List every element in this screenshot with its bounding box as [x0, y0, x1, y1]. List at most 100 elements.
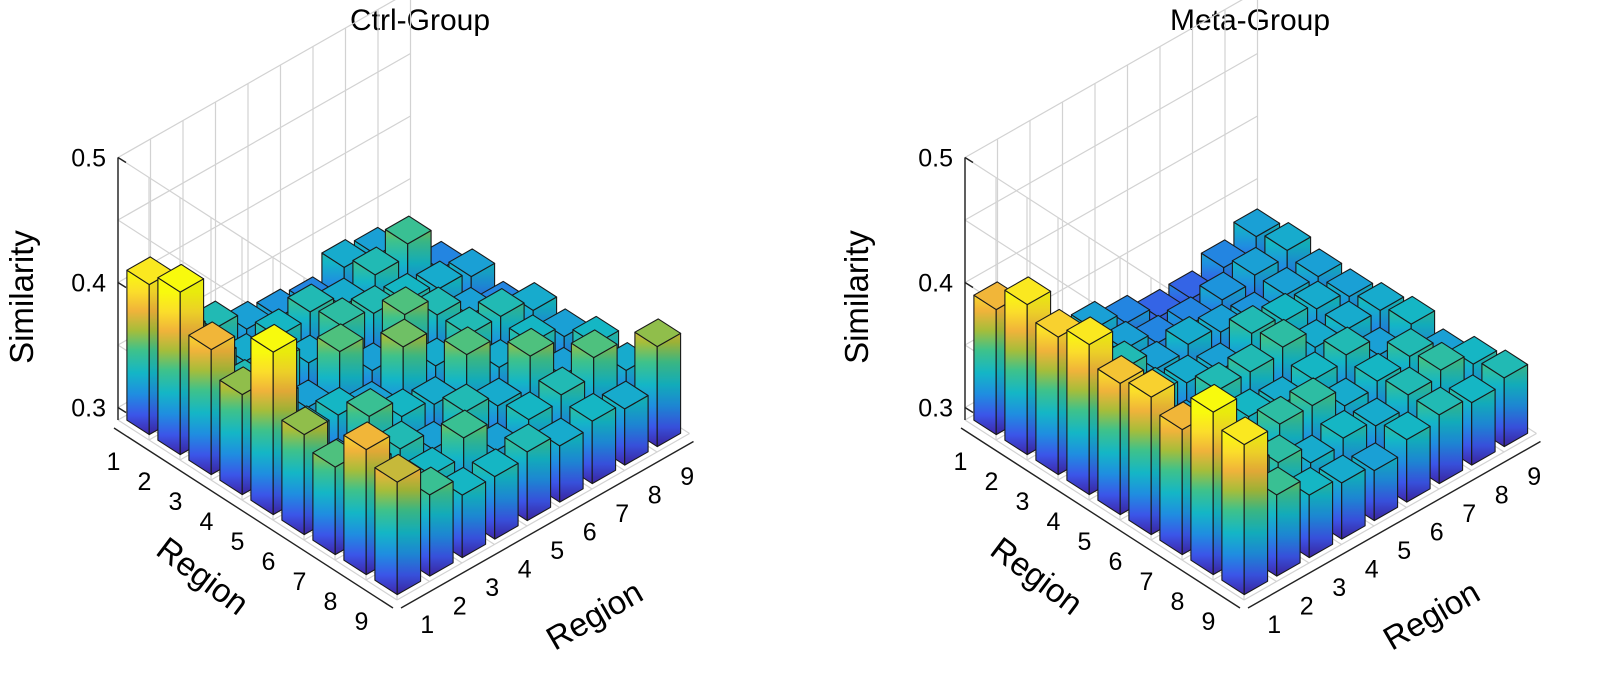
bar-top	[1004, 276, 1052, 306]
bar-top	[440, 409, 488, 439]
bar-top	[346, 388, 394, 417]
bar-top	[1101, 320, 1149, 350]
bar	[374, 453, 422, 596]
bar-top	[1231, 246, 1279, 276]
z-tick-label: 0.5	[918, 145, 953, 173]
bar-face-left	[374, 467, 398, 596]
bar-top	[1450, 335, 1498, 365]
grid-line	[396, 432, 690, 601]
bar-top	[1352, 397, 1400, 427]
bar-shade	[1309, 481, 1333, 558]
bar-top	[504, 423, 552, 453]
bar-top	[157, 263, 205, 293]
bar-shade	[1374, 457, 1398, 521]
bar-top	[1290, 351, 1338, 381]
bar-top	[408, 446, 456, 476]
bar	[536, 417, 584, 503]
bar-top	[510, 282, 558, 311]
bar-top	[442, 383, 490, 413]
bar-top	[281, 406, 329, 436]
z-tick-label: 0.3	[918, 395, 953, 423]
z-tick-label: 0.5	[71, 145, 106, 173]
y-tick-label: 5	[1397, 537, 1411, 565]
z-tick-label: 0.3	[71, 395, 106, 423]
bar-top	[384, 215, 432, 245]
bar-shade	[592, 407, 616, 484]
bar-top	[474, 377, 522, 407]
bar-top	[634, 318, 682, 348]
bar-top	[1481, 349, 1529, 379]
panel-title: Meta-Group	[1170, 4, 1330, 37]
x-tick-label: 6	[1109, 548, 1123, 576]
z-axis-label: Similarity	[838, 230, 875, 364]
bar-top	[1199, 271, 1247, 301]
bar-top	[1233, 208, 1281, 238]
bar-top	[507, 327, 555, 357]
y-axis-label: Region	[540, 573, 649, 657]
bar-top	[538, 366, 586, 396]
bar-face-left	[281, 419, 305, 536]
bar-top	[443, 326, 491, 356]
bar-shade	[624, 395, 649, 466]
bar-top	[439, 466, 487, 496]
grid-line	[964, 419, 1245, 601]
bar-shade	[397, 468, 421, 595]
bar-top	[1227, 343, 1275, 373]
bar-top	[1132, 340, 1180, 370]
bar-top	[374, 453, 422, 483]
y-tick-label: 9	[680, 463, 694, 491]
z-tick-label: 0.4	[71, 270, 106, 298]
x-tick-label: 9	[355, 608, 369, 636]
bar-top	[1264, 222, 1312, 251]
bar-top	[1286, 466, 1334, 496]
bar-shade	[1244, 431, 1268, 595]
bar-shade	[494, 463, 519, 540]
bar-top	[1221, 416, 1269, 446]
bar-top	[1293, 280, 1341, 310]
x-tick-label: 1	[107, 448, 121, 476]
bar-face-left	[1128, 382, 1152, 536]
z-axis-label: Similarity	[3, 230, 40, 364]
y-tick-label: 9	[1527, 463, 1541, 491]
bar	[250, 323, 298, 516]
bar-shade	[657, 333, 681, 447]
y-tick-label: 2	[453, 592, 467, 620]
bar-shade	[429, 481, 454, 577]
x-tick-label: 5	[231, 528, 245, 556]
y-tick-label: 8	[1495, 481, 1509, 509]
x-tick-label: 4	[200, 508, 214, 536]
bar-top	[377, 420, 425, 450]
bar-top	[1448, 374, 1496, 404]
y-tick-label: 2	[1300, 592, 1314, 620]
bar-shade	[462, 481, 486, 558]
bar-face-left	[188, 334, 212, 476]
bar-top	[1386, 328, 1434, 357]
bar-top	[601, 380, 649, 410]
bar-face-left	[1004, 289, 1028, 456]
bar-top	[352, 246, 400, 276]
bar-top	[1289, 377, 1337, 407]
bar-top	[1351, 442, 1399, 472]
x-tick-label: 1	[954, 448, 968, 476]
bar-top	[1321, 377, 1369, 407]
bar-top	[536, 417, 584, 447]
z-tick	[964, 406, 974, 414]
y-tick-label: 3	[485, 574, 499, 602]
bar-top	[1416, 386, 1464, 416]
grid-line	[1243, 432, 1537, 601]
y-tick-label: 1	[1267, 611, 1281, 639]
bar-top	[318, 297, 366, 327]
y-axis-line	[1247, 440, 1541, 609]
x-tick-label: 8	[1171, 588, 1185, 616]
y-tick-label: 1	[420, 611, 434, 639]
bar-top	[381, 286, 429, 316]
bar-shade	[1406, 426, 1431, 503]
grid-line	[117, 419, 398, 601]
bar-top	[1383, 411, 1431, 441]
bar-top	[1287, 434, 1335, 464]
bar-face-left	[343, 434, 367, 576]
bar-top	[445, 306, 493, 336]
